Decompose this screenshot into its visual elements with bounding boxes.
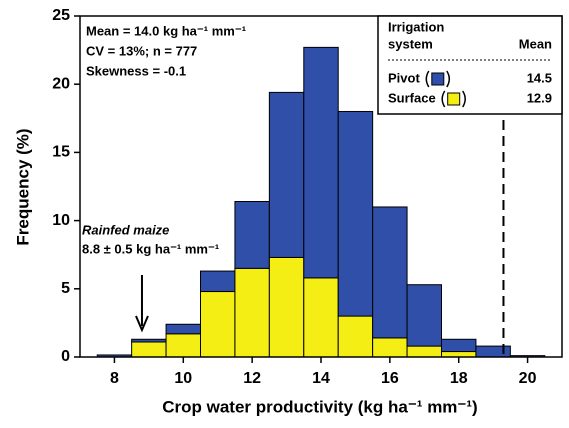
stats-text: Mean = 14.0 kg ha⁻¹ mm⁻¹ [86,23,246,38]
arrow-head [135,315,149,333]
y-tick-label: 15 [52,144,70,161]
bar-segment [200,291,236,358]
legend-title: Irrigation [388,19,444,34]
y-tick-label: 5 [61,280,70,297]
y-tick-label: 20 [52,75,70,92]
legend-paren [441,90,446,108]
legend-label: Surface [388,90,436,105]
bar-segment [372,337,408,358]
y-tick-label: 0 [61,348,70,365]
legend-mean: 14.5 [527,70,552,85]
bar-segment [337,110,374,317]
bar-segment [441,351,477,358]
legend-paren [462,90,466,108]
x-tick-label: 18 [450,370,468,387]
legend-title: system [388,36,433,51]
stats-text: CV = 13%; n = 777 [86,43,197,58]
legend-box [377,15,563,115]
bar-segment [234,201,270,269]
x-tick-label: 20 [519,370,537,387]
legend-swatch [431,72,445,86]
bar-segment [131,341,167,358]
x-axis-label: Crop water productivity (kg ha⁻¹ mm⁻¹) [162,397,477,416]
bar-segment [475,345,511,358]
bar-segment [441,338,477,353]
x-tick-label: 8 [110,370,119,387]
bar-segment [200,270,236,293]
x-tick-label: 12 [243,370,261,387]
annotation-text: 8.8 ± 0.5 kg ha⁻¹ mm⁻¹ [82,241,219,256]
legend-label: Pivot [388,70,420,85]
bar-segment [337,315,374,358]
bar-segment [165,323,201,335]
y-tick-label: 10 [52,212,70,229]
bar-segment [303,277,339,358]
y-tick-label: 25 [52,7,70,24]
x-tick-label: 16 [381,370,399,387]
legend-paren [446,70,451,88]
bar-segment [268,256,305,358]
bar-segment [268,91,305,258]
bar-segment [303,46,339,279]
bar-segment [406,345,443,358]
bar-segment [406,284,443,347]
legend-header: Mean [519,36,552,51]
legend-paren [425,70,430,88]
bar-segment [165,333,201,358]
bar-segment [372,206,408,339]
legend-mean: 12.9 [527,90,552,105]
bar-segment [131,338,167,343]
stats-text: Skewness = -0.1 [86,63,186,78]
x-tick-label: 14 [312,370,330,387]
bar-segment [234,267,270,358]
x-tick-label: 10 [174,370,192,387]
y-axis-label: Frequency (%) [13,128,32,245]
annotation-title: Rainfed maize [82,222,169,237]
legend-swatch [447,92,461,106]
